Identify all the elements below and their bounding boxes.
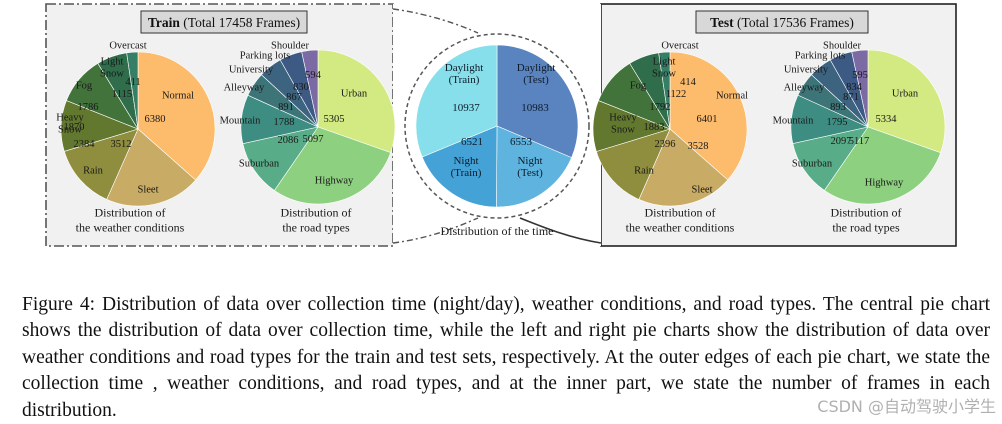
slice-label: Night: [517, 155, 542, 167]
panel-title: Test (Total 17536 Frames): [710, 15, 854, 30]
slice-label: Sleet: [138, 185, 159, 196]
slice-label: Shoulder: [823, 41, 861, 52]
slice-value: 1870: [64, 122, 85, 133]
slice-value: 867: [286, 92, 302, 103]
slice-label: Highway: [315, 176, 354, 187]
slice-label: Parking lots: [240, 51, 290, 62]
pie-caption: Distribution of the time: [441, 224, 554, 238]
panel-title-bold: Train: [148, 15, 183, 30]
slice-value: 1786: [78, 102, 99, 113]
slice-value: 6553: [510, 136, 533, 148]
slice-label: (Train): [451, 167, 482, 179]
slice-label: University: [229, 65, 274, 76]
slice-label: Overcast: [109, 41, 146, 52]
slice-value: 834: [846, 82, 863, 93]
slice-label: Parking lots: [795, 51, 845, 62]
slice-value: 6521: [461, 136, 483, 148]
pie-caption: the road types: [832, 221, 900, 235]
slice-value: 5305: [324, 114, 345, 125]
pie-caption: Distribution of: [95, 206, 166, 220]
slice-value: 871: [843, 92, 859, 103]
slice-label: Highway: [865, 178, 904, 189]
slice-value: 5097: [303, 134, 324, 145]
pie-caption: Distribution of: [281, 206, 352, 220]
pie-caption: the road types: [282, 221, 350, 235]
slice-label: Overcast: [661, 41, 698, 52]
slice-label: Suburban: [239, 159, 280, 170]
pie-caption: the weather conditions: [76, 221, 185, 235]
slice-value: 893: [830, 102, 846, 113]
pie-caption: Distribution of: [645, 206, 716, 220]
slice-label: Daylight: [445, 62, 484, 74]
slice-label: (Test): [517, 167, 543, 179]
slice-value: 3528: [688, 141, 709, 152]
slice-value: 1792: [650, 102, 671, 113]
slice-value: 2384: [74, 139, 96, 150]
slice-value: 2097: [831, 136, 852, 147]
slice-label: Rain: [83, 166, 104, 177]
panel-title-rest: (Total 17458 Frames): [183, 15, 300, 30]
watermark: CSDN @自动驾驶小学生: [817, 393, 996, 417]
panel-title: Train (Total 17458 Frames): [148, 15, 300, 30]
slice-label: Sleet: [692, 185, 713, 196]
slice-value: 830: [293, 82, 309, 93]
slice-label: Snow: [652, 69, 676, 80]
slice-label: Normal: [162, 91, 194, 102]
slice-label: Light: [101, 57, 124, 68]
slice-label: Light: [653, 57, 676, 68]
slice-label: Alleyway: [224, 83, 266, 94]
slice-label: Normal: [716, 91, 748, 102]
slice-value: 414: [680, 77, 697, 88]
slice-value: 6380: [145, 114, 166, 125]
slice-label: University: [784, 65, 829, 76]
slice-value: 3512: [111, 139, 132, 150]
slice-value: 10937: [452, 102, 480, 114]
slice-label: (Train): [449, 74, 480, 86]
slice-value: 2086: [278, 135, 299, 146]
slice-value: 1788: [274, 117, 295, 128]
panel-title-rest: (Total 17536 Frames): [737, 15, 854, 30]
slice-label: Snow: [100, 69, 124, 80]
slice-label: Suburban: [792, 159, 833, 170]
slice-label: Snow: [611, 125, 635, 136]
slice-value: 1122: [666, 89, 687, 100]
slice-label: Rain: [634, 166, 655, 177]
figure-svg: Normal6380Sleet3512Rain2384HeavySnow1870…: [0, 0, 1002, 255]
slice-value: 891: [278, 102, 294, 113]
slice-value: 5117: [849, 136, 870, 147]
slice-label: Night: [453, 155, 478, 167]
slice-label: Fog: [76, 81, 93, 92]
slice-value: 1795: [827, 117, 848, 128]
slice-label: Shoulder: [271, 41, 309, 52]
slice-label: Daylight: [517, 62, 556, 74]
slice-value: 595: [852, 70, 868, 81]
slice-value: 594: [305, 70, 322, 81]
slice-value: 10983: [521, 102, 549, 114]
slice-label: Urban: [341, 89, 368, 100]
slice-value: 411: [125, 77, 140, 88]
slice-label: Mountain: [220, 116, 262, 127]
pie-caption: Distribution of: [831, 206, 902, 220]
slice-label: Heavy: [609, 113, 637, 124]
slice-value: 5334: [876, 114, 898, 125]
slice-label: Mountain: [773, 116, 815, 127]
slice-value: 1115: [112, 89, 132, 100]
slice-label: Fog: [630, 81, 647, 92]
slice-label: (Test): [523, 74, 549, 86]
slice-label: Alleyway: [784, 83, 826, 94]
pie-caption: the weather conditions: [626, 221, 735, 235]
slice-value: 2396: [655, 139, 676, 150]
slice-value: 1883: [644, 122, 665, 133]
panel-title-bold: Test: [710, 15, 737, 30]
slice-label: Urban: [892, 89, 919, 100]
slice-value: 6401: [697, 114, 718, 125]
